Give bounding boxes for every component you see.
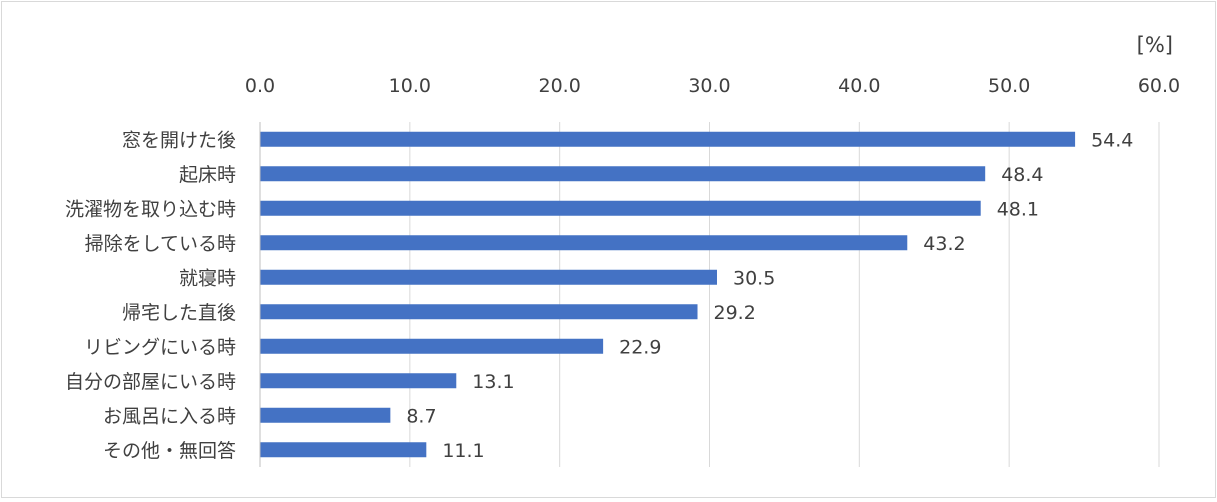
bars <box>260 131 1076 458</box>
data-label: 29.2 <box>714 302 756 324</box>
category-label: その他・無回答 <box>103 440 236 462</box>
category-label: お風呂に入る時 <box>103 405 236 427</box>
x-tick-label: 40.0 <box>838 75 880 97</box>
data-label: 48.1 <box>997 198 1039 220</box>
data-label: 48.4 <box>1001 164 1043 186</box>
bar <box>260 338 604 354</box>
category-label: 起床時 <box>179 164 236 186</box>
data-label: 13.1 <box>472 371 514 393</box>
x-tick-label: 10.0 <box>389 75 431 97</box>
data-label: 30.5 <box>733 267 775 289</box>
category-label: 掃除をしている時 <box>85 233 236 255</box>
bar <box>260 304 698 320</box>
category-label: 洗濯物を取り込む時 <box>65 198 236 220</box>
bar <box>260 407 391 423</box>
x-tick-label: 30.0 <box>688 75 730 97</box>
bar <box>260 131 1076 147</box>
category-label: 帰宅した直後 <box>122 302 236 324</box>
bar <box>260 442 427 458</box>
category-label: リビングにいる時 <box>84 336 236 358</box>
data-label: 8.7 <box>406 405 436 427</box>
category-label: 自分の部屋にいる時 <box>65 371 236 393</box>
bar <box>260 200 981 216</box>
category-labels: 窓を開けた後起床時洗濯物を取り込む時掃除をしている時就寝時帰宅した直後リビングに… <box>65 129 236 462</box>
bar <box>260 373 457 389</box>
x-axis-ticks: 0.0 10.0 20.0 30.0 40.0 50.0 60.0 <box>245 75 1180 97</box>
x-tick-label: 50.0 <box>988 75 1030 97</box>
bar <box>260 269 717 285</box>
x-tick-label: 20.0 <box>539 75 581 97</box>
category-label: 窓を開けた後 <box>122 129 236 151</box>
data-labels: 54.4 48.4 48.1 43.2 30.5 29.2 22.9 13.1 8.7 11.1 <box>406 129 1133 462</box>
x-tick-label: 60.0 <box>1138 75 1180 97</box>
bar <box>260 235 908 251</box>
category-label: 就寝時 <box>179 267 236 289</box>
x-tick-label: 0.0 <box>245 75 275 97</box>
data-label: 43.2 <box>923 233 965 255</box>
bar <box>260 166 986 182</box>
data-label: 11.1 <box>442 440 484 462</box>
data-label: 54.4 <box>1091 129 1133 151</box>
data-label: 22.9 <box>619 336 661 358</box>
unit-label: [%] <box>1137 33 1173 57</box>
